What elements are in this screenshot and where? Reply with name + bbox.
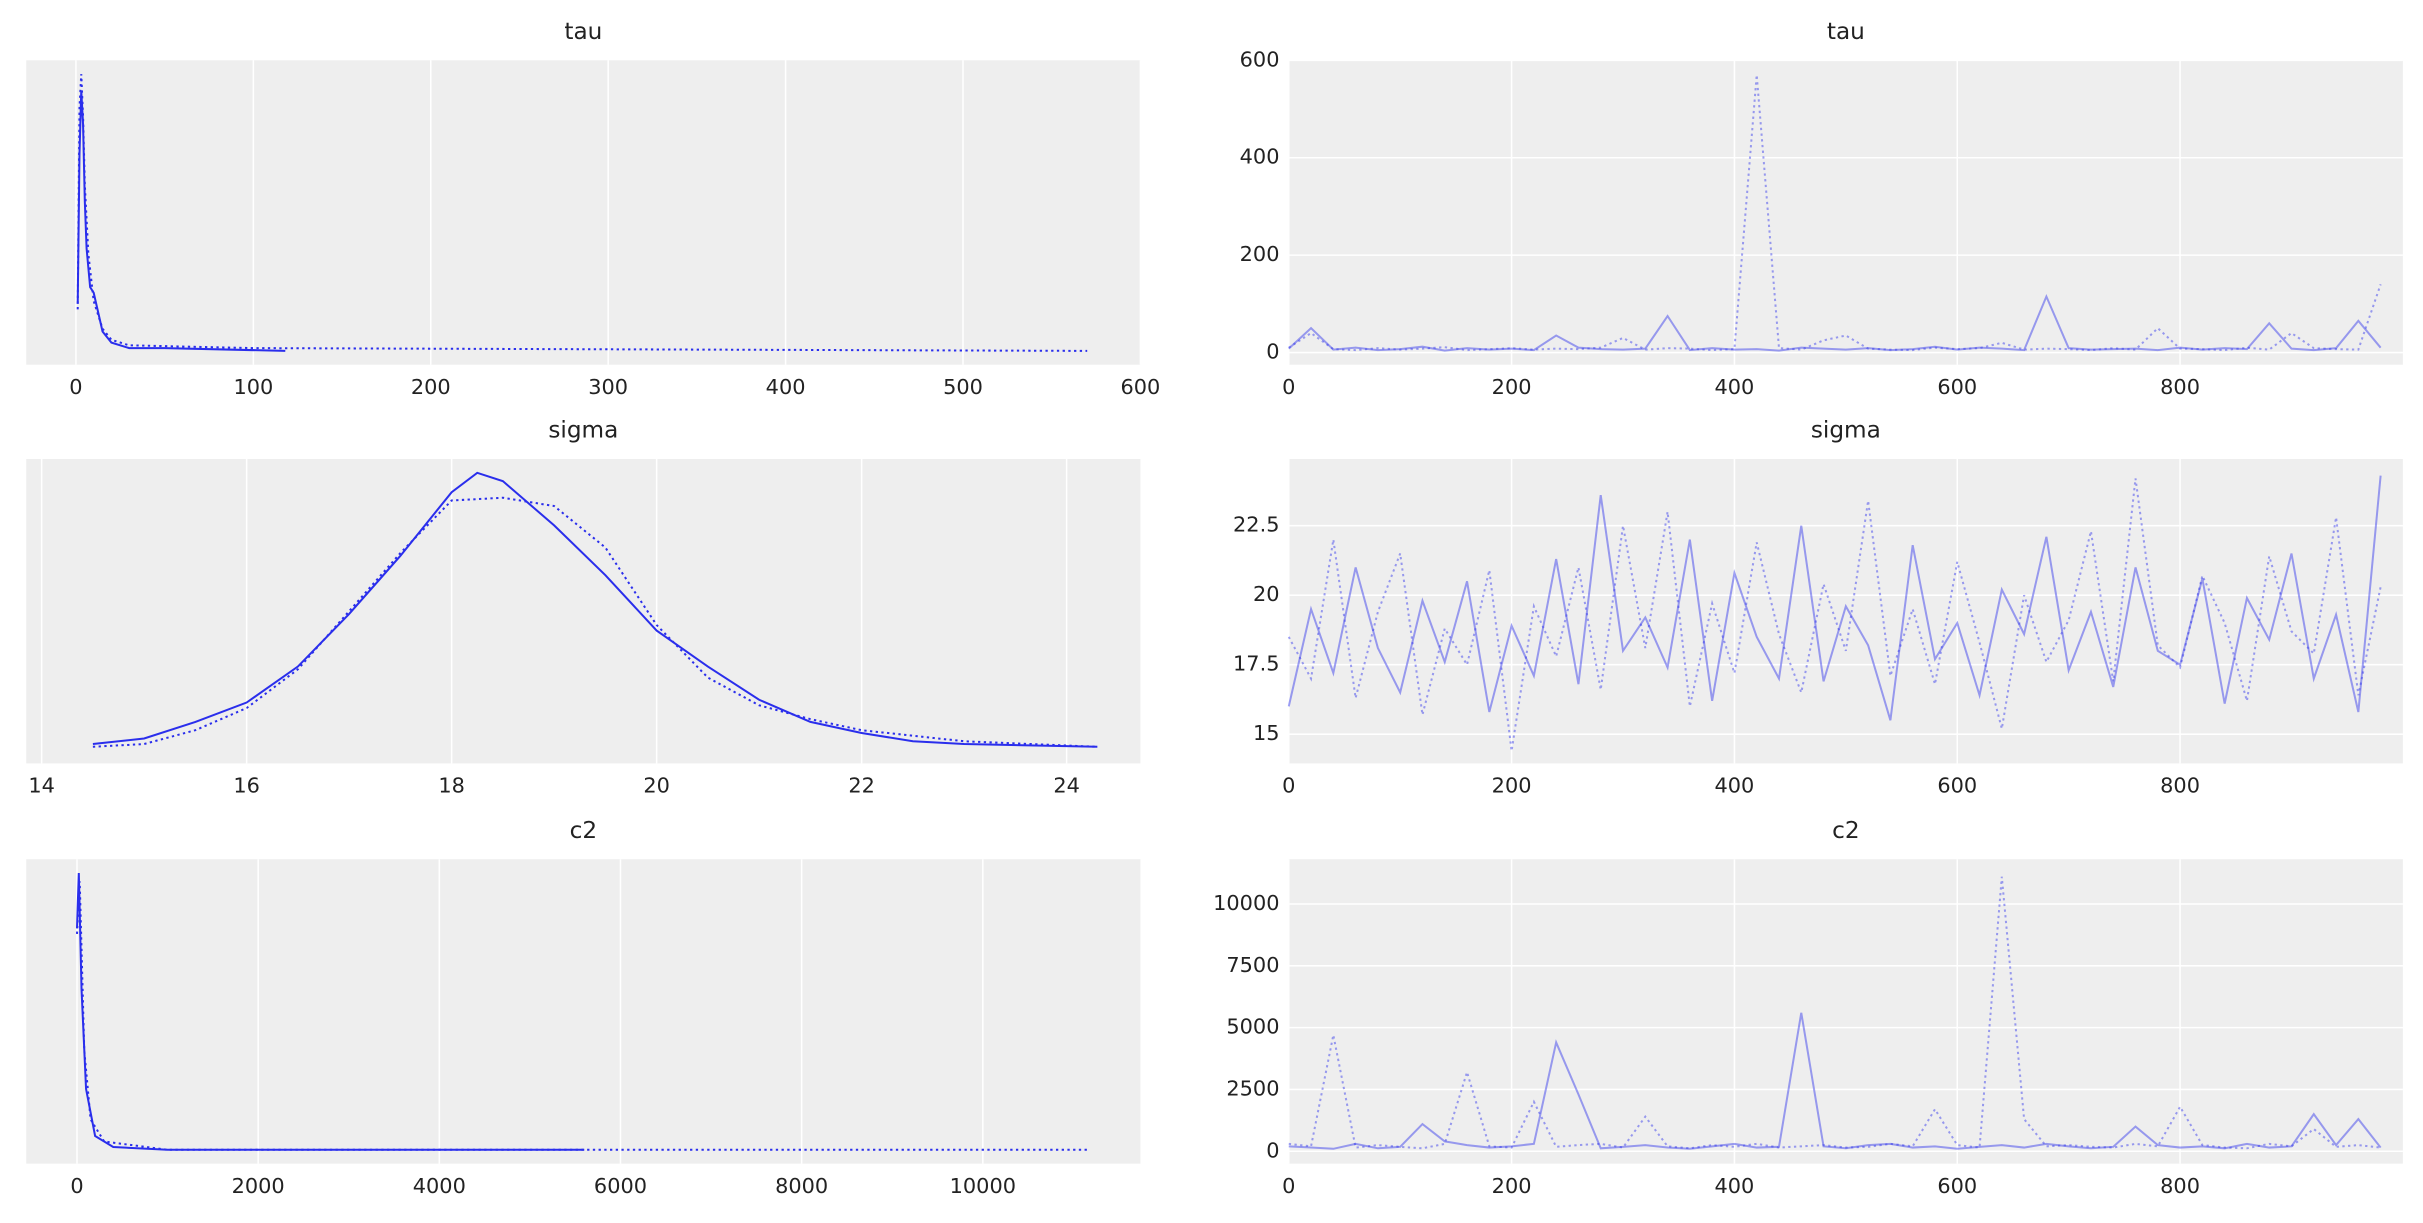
- x-tick-label: 8000: [775, 1174, 828, 1198]
- x-tick-label: 0: [1282, 375, 1295, 399]
- x-tick-label: 400: [1715, 1174, 1755, 1198]
- x-tick-label: 800: [2160, 375, 2200, 399]
- series-line: [1287, 475, 2382, 721]
- plot-area: [26, 60, 1141, 365]
- x-tick-label: 10000: [950, 1174, 1016, 1198]
- chart-title: tau: [1827, 18, 1865, 45]
- y-tick-label: 20: [1253, 582, 1280, 606]
- x-tick-label: 6000: [594, 1174, 647, 1198]
- series-line: [1288, 74, 2382, 352]
- x-tick-label: 400: [766, 375, 806, 399]
- x-tick-label: 16: [233, 774, 260, 798]
- x-tick-label: 0: [69, 375, 82, 399]
- y-tick-label: 0: [1266, 340, 1279, 364]
- x-tick-label: 500: [943, 375, 983, 399]
- chart-title: tau: [564, 18, 602, 45]
- plot-area: [1288, 859, 2403, 1164]
- x-tick-label: 0: [1282, 774, 1295, 798]
- x-tick-label: 20: [643, 774, 670, 798]
- x-tick-label: 2000: [232, 1174, 285, 1198]
- x-tick-label: 400: [1715, 774, 1755, 798]
- series-line: [75, 881, 1087, 1151]
- x-tick-label: 600: [1937, 1174, 1977, 1198]
- x-tick-label: 24: [1053, 774, 1080, 798]
- series-line: [92, 496, 1098, 748]
- chart-title: c2: [1832, 817, 1859, 844]
- y-tick-label: 600: [1240, 47, 1280, 71]
- x-tick-label: 18: [438, 774, 465, 798]
- y-tick-label: 17.5: [1233, 652, 1279, 676]
- y-tick-label: 10000: [1213, 891, 1279, 915]
- y-tick-label: 22.5: [1233, 513, 1279, 537]
- x-tick-label: 600: [1937, 774, 1977, 798]
- series-line: [92, 471, 1098, 748]
- chart-title: sigma: [1811, 417, 1881, 444]
- series-line: [76, 74, 1088, 352]
- x-tick-label: 800: [2160, 1174, 2200, 1198]
- y-tick-label: 7500: [1226, 953, 1279, 977]
- y-tick-label: 15: [1253, 721, 1280, 745]
- y-tick-label: 400: [1240, 145, 1280, 169]
- y-tick-label: 200: [1240, 242, 1280, 266]
- x-tick-label: 200: [1492, 375, 1532, 399]
- x-tick-label: 14: [28, 774, 55, 798]
- x-tick-label: 0: [70, 1174, 83, 1198]
- plot-area: [1288, 60, 2403, 365]
- x-tick-label: 0: [1282, 1174, 1295, 1198]
- x-tick-label: 22: [848, 774, 875, 798]
- x-tick-label: 600: [1937, 375, 1977, 399]
- series-line: [1287, 478, 2382, 752]
- y-tick-label: 2500: [1226, 1076, 1279, 1100]
- series-line: [1288, 293, 2382, 352]
- x-tick-label: 100: [233, 375, 273, 399]
- series-line: [1288, 1012, 2382, 1150]
- x-tick-label: 4000: [413, 1174, 466, 1198]
- y-tick-label: 5000: [1226, 1015, 1279, 1039]
- chart-title: sigma: [548, 417, 618, 444]
- series-line: [1288, 876, 2381, 1150]
- x-tick-label: 200: [1492, 774, 1532, 798]
- x-tick-label: 400: [1715, 375, 1755, 399]
- x-tick-label: 800: [2160, 774, 2200, 798]
- plot-area: [26, 458, 1141, 764]
- plot-area: [26, 859, 1141, 1164]
- y-tick-label: 0: [1266, 1138, 1279, 1162]
- chart-title: c2: [570, 817, 597, 844]
- x-tick-label: 200: [1492, 1174, 1532, 1198]
- plot-area: [1288, 458, 2403, 764]
- x-tick-label: 600: [1121, 375, 1161, 399]
- x-tick-label: 300: [588, 375, 628, 399]
- x-tick-label: 200: [411, 375, 451, 399]
